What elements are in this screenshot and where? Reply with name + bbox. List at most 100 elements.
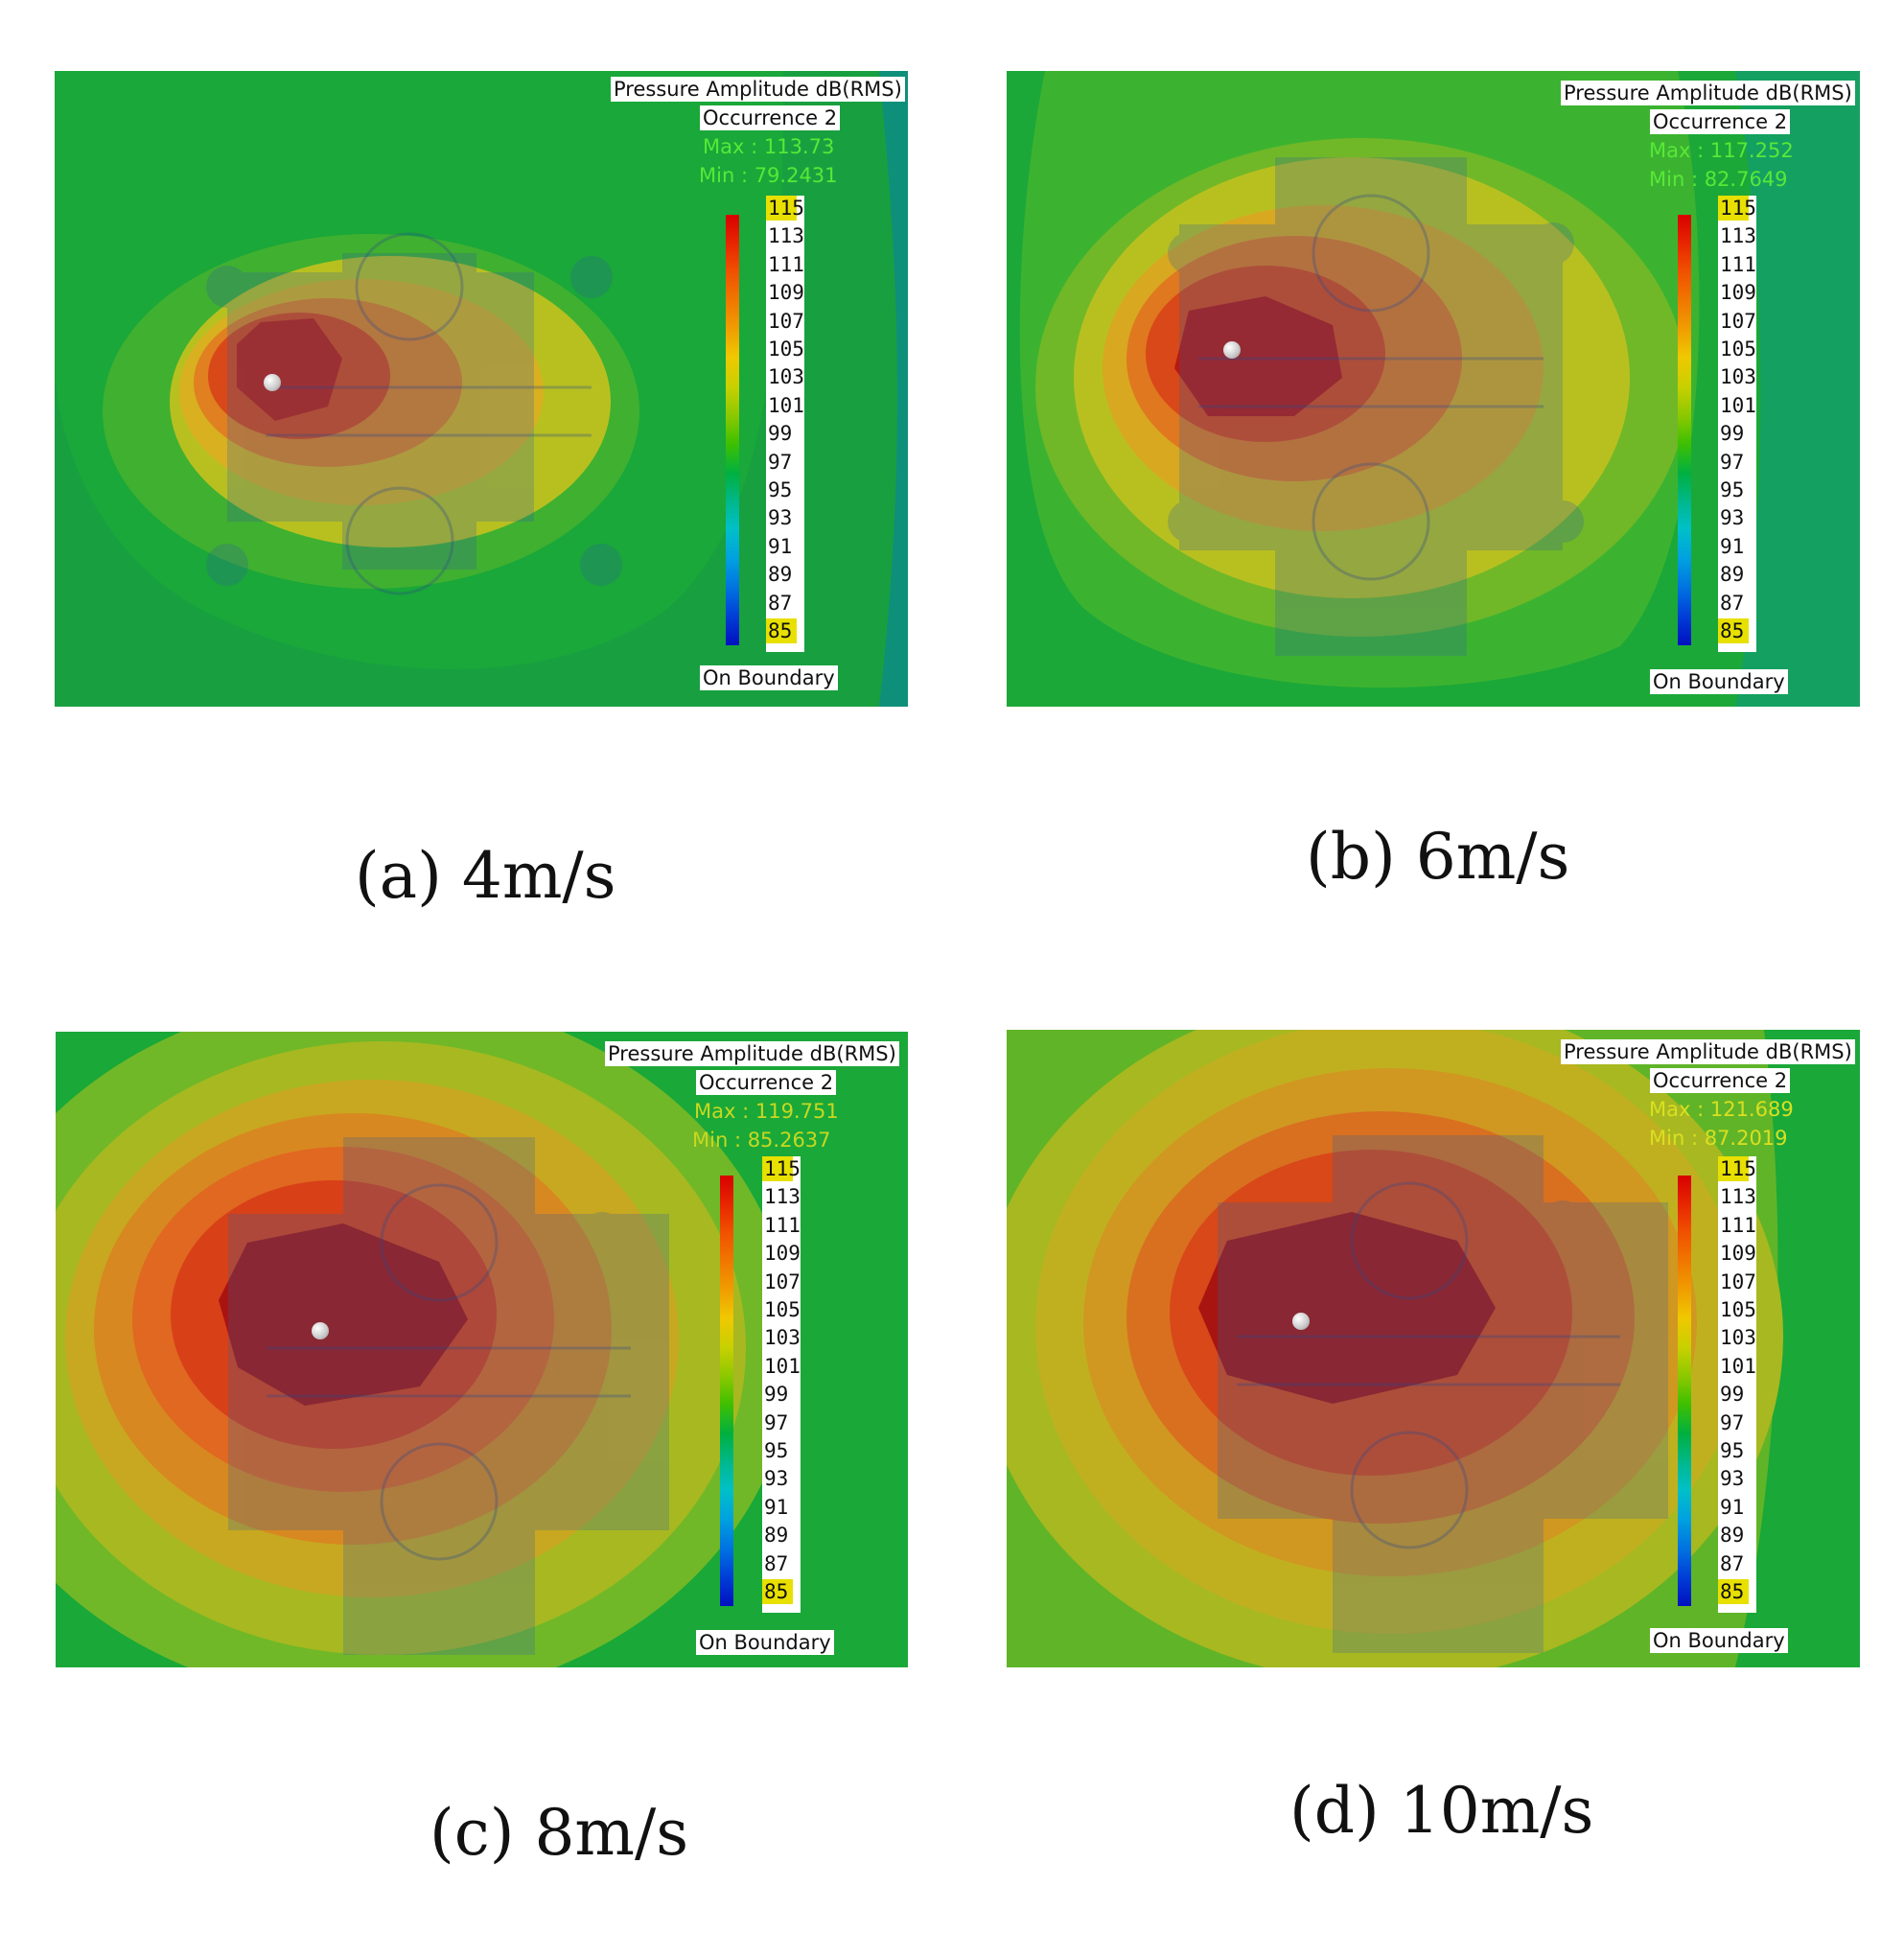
legend-title: Pressure Amplitude dB(RMS) — [611, 77, 905, 102]
color-scale-bar — [720, 1176, 733, 1606]
scale-ticks: 115 113 111 109 107 105 103 101 99 97 95 93 91 89 87 85 — [1718, 1156, 1756, 1614]
legend-title: Pressure Amplitude dB(RMS) — [1561, 81, 1855, 105]
scale-tick-label: 111 — [1720, 1214, 1756, 1237]
color-scale-bar — [1678, 215, 1691, 645]
contour-panel-c: Pressure Amplitude dB(RMS) Occurrence 2 … — [56, 1032, 908, 1667]
legend-min: Min : 85.2637 — [692, 1129, 831, 1152]
scale-tick-label: 89 — [764, 1524, 789, 1547]
legend-occurrence: Occurrence 2 — [1650, 1068, 1791, 1093]
scale-tick-label: 91 — [764, 1496, 789, 1519]
scale-tick-label: 109 — [1720, 1242, 1756, 1265]
scale-tick-label: 93 — [764, 1467, 789, 1490]
scale-tick-label: 87 — [764, 1552, 789, 1575]
legend-title: Pressure Amplitude dB(RMS) — [605, 1041, 899, 1066]
scale-tick-label: 111 — [768, 253, 804, 276]
scale-tick-label: 97 — [1720, 451, 1745, 474]
color-scale-bar — [1678, 1176, 1691, 1606]
scale-tick-label: 95 — [1720, 1439, 1745, 1462]
scale-ticks: 115 113 111 109 107 105 103 101 99 97 95 93 91 89 87 85 — [766, 196, 804, 653]
scale-tick-label: 91 — [1720, 1496, 1745, 1519]
caption-c: (c) 8m/s — [430, 1796, 689, 1870]
legend-occurrence: Occurrence 2 — [1650, 109, 1791, 134]
legend-min: Min : 82.7649 — [1649, 168, 1788, 191]
legend-boundary: On Boundary — [1650, 1628, 1788, 1653]
legend-max: Max : 121.689 — [1649, 1098, 1794, 1121]
scale-tick-label: 101 — [1720, 1355, 1756, 1378]
scale-tick-label: 89 — [1720, 1524, 1745, 1547]
scale-tick-label: 107 — [764, 1270, 801, 1293]
scale-tick-label: 115 — [766, 196, 804, 221]
scale-tick-label: 93 — [1720, 1467, 1745, 1490]
scale-tick-label: 87 — [768, 592, 793, 615]
scale-tick-label: 99 — [1720, 1383, 1745, 1406]
scale-tick-label: 103 — [1720, 365, 1756, 388]
scale-tick-label: 95 — [764, 1439, 789, 1462]
scale-tick-label: 101 — [1720, 394, 1756, 417]
scale-tick-label: 103 — [1720, 1326, 1756, 1349]
legend-boundary: On Boundary — [700, 665, 838, 690]
scale-tick-label: 93 — [768, 506, 793, 529]
scale-tick-label: 111 — [1720, 253, 1756, 276]
scale-tick-label: 89 — [768, 563, 793, 586]
scale-tick-label: 91 — [768, 535, 793, 558]
scale-tick-label: 109 — [764, 1242, 801, 1265]
scale-tick-label: 87 — [1720, 1552, 1745, 1575]
scale-tick-label: 93 — [1720, 506, 1745, 529]
scale-tick-label: 85 — [1718, 618, 1749, 643]
contour-panel-b: Pressure Amplitude dB(RMS) Occurrence 2 … — [1007, 71, 1860, 707]
scale-tick-label: 101 — [764, 1355, 801, 1378]
scale-tick-label: 111 — [764, 1214, 801, 1237]
color-scale-bar — [726, 215, 739, 645]
legend-max: Max : 113.73 — [703, 135, 835, 158]
legend-max: Max : 117.252 — [1649, 139, 1794, 162]
scale-tick-label: 107 — [768, 310, 804, 333]
scale-tick-label: 105 — [1720, 1298, 1756, 1321]
probe-marker — [312, 1322, 329, 1339]
scale-tick-label: 99 — [1720, 422, 1745, 445]
scale-ticks: 115 113 111 109 107 105 103 101 99 97 95 93 91 89 87 85 — [1718, 196, 1756, 653]
caption-b: (b) 6m/s — [1306, 820, 1570, 894]
legend-occurrence: Occurrence 2 — [700, 105, 841, 130]
scale-tick-label: 115 — [1718, 1156, 1756, 1181]
scale-tick-label: 85 — [766, 618, 797, 643]
scale-tick-label: 115 — [1718, 196, 1756, 221]
scale-tick-label: 95 — [768, 478, 793, 501]
legend-title: Pressure Amplitude dB(RMS) — [1561, 1039, 1855, 1064]
pressure-field-a — [55, 71, 908, 707]
probe-marker — [1292, 1313, 1310, 1330]
probe-marker — [1223, 341, 1241, 359]
pressure-field-d — [1007, 1030, 1860, 1667]
scale-tick-label: 115 — [762, 1156, 801, 1181]
legend-occurrence: Occurrence 2 — [696, 1070, 837, 1095]
legend-min: Min : 79.2431 — [699, 164, 838, 187]
scale-tick-label: 85 — [1718, 1579, 1749, 1604]
scale-tick-label: 107 — [1720, 1270, 1756, 1293]
caption-a: (a) 4m/s — [355, 839, 616, 913]
scale-tick-label: 95 — [1720, 478, 1745, 501]
legend-boundary: On Boundary — [696, 1630, 834, 1655]
scale-tick-label: 107 — [1720, 310, 1756, 333]
legend-max: Max : 119.751 — [694, 1100, 839, 1123]
scale-tick-label: 99 — [764, 1383, 789, 1406]
scale-tick-label: 87 — [1720, 592, 1745, 615]
scale-tick-label: 85 — [762, 1579, 793, 1604]
scale-tick-label: 105 — [768, 338, 804, 361]
legend-boundary: On Boundary — [1650, 669, 1788, 694]
scale-ticks: 115 113 111 109 107 105 103 101 99 97 95 93 91 89 87 85 — [762, 1156, 801, 1614]
scale-tick-label: 99 — [768, 422, 793, 445]
scale-tick-label: 89 — [1720, 563, 1745, 586]
contour-panel-a: Pressure Amplitude dB(RMS) Occurrence 2 … — [55, 71, 908, 707]
caption-d: (d) 10m/s — [1289, 1774, 1594, 1848]
scale-tick-label: 109 — [1720, 281, 1756, 304]
scale-tick-label: 105 — [764, 1298, 801, 1321]
scale-tick-label: 113 — [1720, 224, 1756, 247]
contour-panel-d: Pressure Amplitude dB(RMS) Occurrence 2 … — [1007, 1030, 1860, 1667]
scale-tick-label: 109 — [768, 281, 804, 304]
scale-tick-label: 101 — [768, 394, 804, 417]
scale-tick-label: 113 — [1720, 1185, 1756, 1208]
scale-tick-label: 103 — [768, 365, 804, 388]
scale-tick-label: 97 — [764, 1411, 789, 1434]
scale-tick-label: 105 — [1720, 338, 1756, 361]
scale-tick-label: 103 — [764, 1326, 801, 1349]
scale-tick-label: 113 — [764, 1185, 801, 1208]
